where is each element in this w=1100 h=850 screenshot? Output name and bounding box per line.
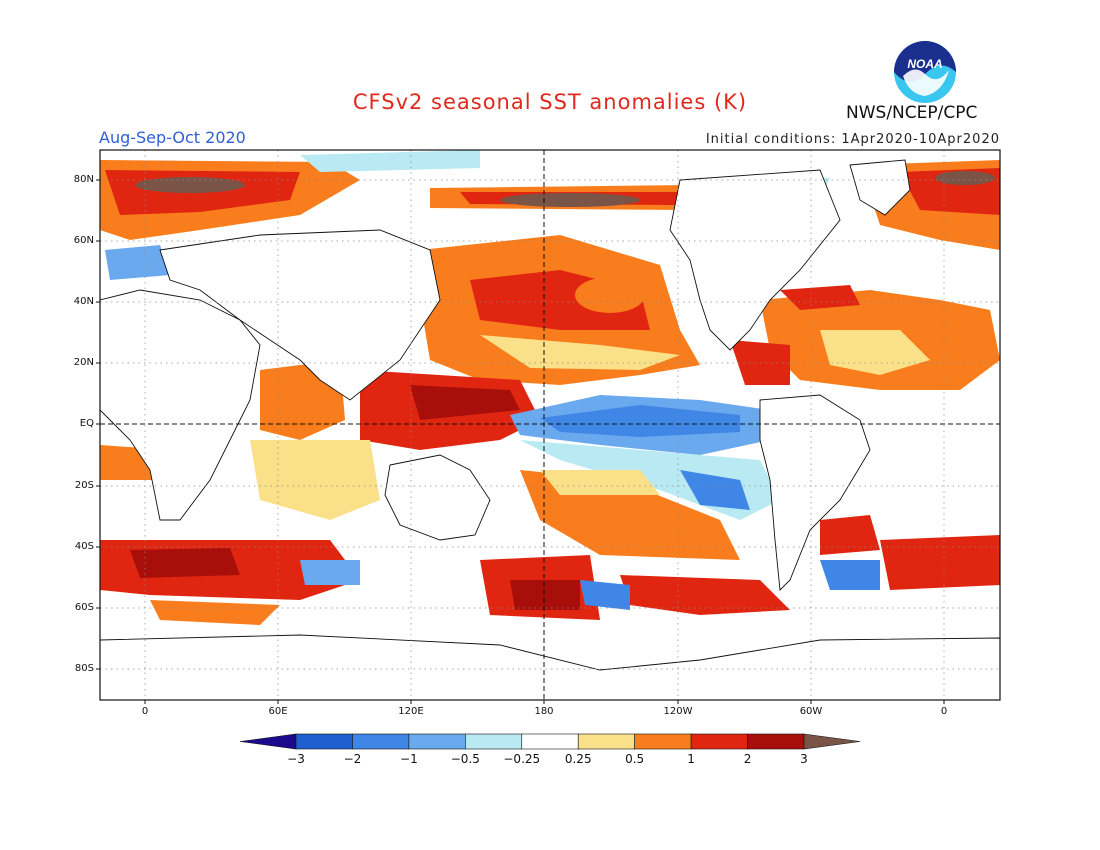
noaa-logo-icon: NOAA bbox=[894, 41, 956, 103]
initial-conditions-label: Initial conditions: 1Apr2020-10Apr2020 bbox=[705, 132, 1000, 147]
map-frame bbox=[99, 149, 1001, 701]
lat-label-20s: 20S bbox=[74, 480, 94, 491]
lat-label-80n: 80N bbox=[73, 174, 94, 185]
colorbar-tick-label: 0.25 bbox=[564, 752, 592, 766]
colorbar-tick-label: 2 bbox=[743, 752, 752, 766]
lon-label-180: 180 bbox=[534, 706, 554, 717]
grid-lines bbox=[100, 150, 1000, 700]
colorbar-tick-label: 0.5 bbox=[625, 752, 645, 766]
lon-label-120w: 120W bbox=[663, 706, 693, 717]
colorbar-tick-label: −1 bbox=[400, 752, 418, 766]
noaa-logo-text: NOAA bbox=[907, 57, 942, 71]
colorbar-tick-label: −3 bbox=[287, 752, 305, 766]
colorbar-tick-label: 1 bbox=[687, 752, 695, 766]
lat-label-60s: 60S bbox=[74, 602, 94, 613]
lat-label-20n: 20N bbox=[73, 357, 94, 368]
colorbar-tick-label: −2 bbox=[343, 752, 362, 766]
map-title: CFSv2 seasonal SST anomalies (K) bbox=[352, 90, 748, 114]
lon-label-0-east: 0 bbox=[940, 706, 948, 717]
agency-label: NWS/NCEP/CPC bbox=[846, 103, 978, 123]
land-masses bbox=[100, 159, 1000, 700]
lon-label-0-west: 0 bbox=[141, 706, 149, 717]
lat-label-60n: 60N bbox=[73, 235, 94, 246]
colorbar-tick-label: −0.5 bbox=[450, 752, 480, 766]
anomaly-fields bbox=[100, 150, 1000, 625]
lon-label-120e: 120E bbox=[398, 706, 424, 717]
lat-label-eq: EQ bbox=[79, 418, 94, 429]
lat-label-80s: 80S bbox=[74, 663, 94, 674]
lon-label-60w: 60W bbox=[799, 706, 823, 717]
season-label: Aug-Sep-Oct 2020 bbox=[99, 128, 246, 147]
reference-lines bbox=[100, 150, 1000, 700]
colorbar-tick-label: 3 bbox=[800, 752, 808, 766]
lon-label-60e: 60E bbox=[268, 706, 288, 717]
colorbar-tick-label: −0.25 bbox=[503, 752, 541, 766]
lat-label-40s: 40S bbox=[74, 541, 94, 552]
lat-label-40n: 40N bbox=[73, 296, 94, 307]
